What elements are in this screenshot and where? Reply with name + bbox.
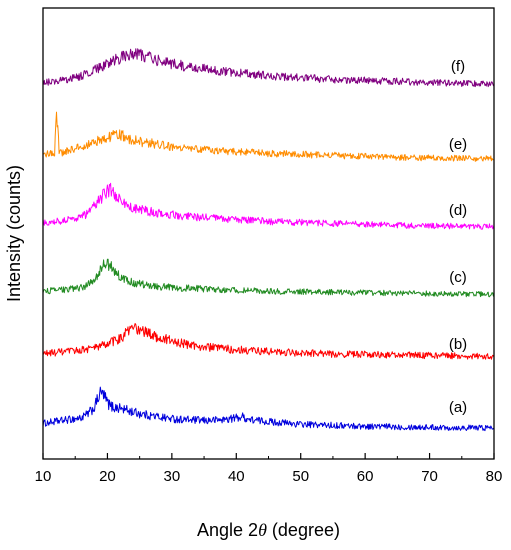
- series-line: [42, 258, 495, 298]
- x-axis-title-prefix: Angle 2: [197, 520, 258, 540]
- x-axis-title: Angle 2θ (degree): [197, 520, 340, 540]
- series-line: [42, 386, 495, 432]
- x-tick-label: 30: [164, 468, 181, 485]
- series-label: (f): [451, 58, 465, 75]
- x-tick-label: 70: [421, 468, 438, 485]
- series-label: (c): [449, 269, 467, 286]
- x-tick-label: 50: [292, 468, 309, 485]
- series-label-layer: (a) (b) (c) (d) (e) (f): [449, 58, 467, 416]
- series-label: (e): [449, 136, 467, 153]
- series-line: [42, 48, 495, 88]
- x-axis-title-suffix: (degree): [267, 520, 340, 540]
- x-axis-ticks: 10 20 30 40 50 60 70 80: [35, 453, 503, 485]
- x-tick-label: 10: [35, 468, 52, 485]
- x-tick-label: 60: [357, 468, 374, 485]
- series-line: [42, 323, 495, 360]
- y-axis-title: Intensity (counts): [4, 165, 24, 302]
- x-tick-label: 80: [486, 468, 503, 485]
- series-layer: [42, 48, 495, 432]
- x-tick-label: 20: [99, 468, 116, 485]
- series-line: [42, 111, 495, 162]
- series-line: [42, 182, 495, 230]
- series-label: (b): [449, 336, 467, 353]
- series-label: (a): [449, 399, 467, 416]
- series-label: (d): [449, 202, 467, 219]
- x-axis-title-symbol: θ: [258, 520, 267, 540]
- x-tick-label: 40: [228, 468, 245, 485]
